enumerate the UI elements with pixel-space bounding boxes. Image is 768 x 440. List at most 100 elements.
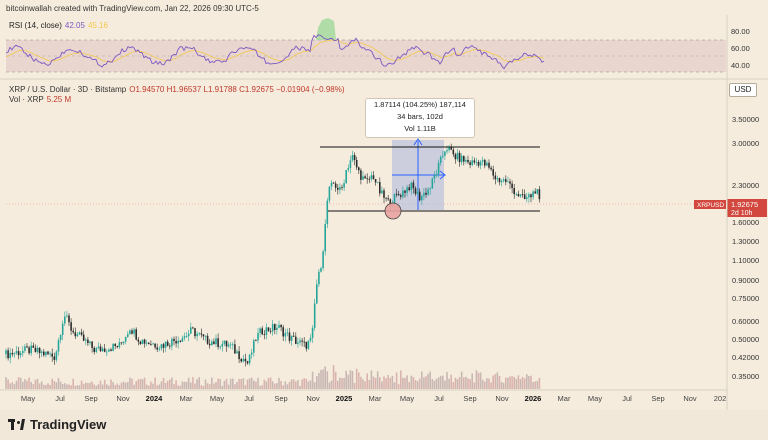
- candle-body: [202, 334, 205, 337]
- volume-bar: [481, 379, 484, 389]
- volume-bar: [427, 373, 429, 389]
- candle-body: [97, 346, 100, 348]
- volume-bar: [261, 385, 263, 389]
- candle-body: [133, 329, 135, 334]
- candle-body: [423, 192, 425, 196]
- candle-body: [194, 328, 196, 337]
- time-tick: Mar: [558, 394, 571, 403]
- candle-body: [248, 354, 251, 364]
- volume-bar: [372, 376, 375, 389]
- candle-body: [295, 336, 297, 344]
- price-tick: 0.50000: [732, 335, 759, 344]
- candle-body: [137, 339, 140, 342]
- candle-body: [120, 342, 123, 344]
- candle-body: [488, 162, 490, 168]
- candle-body: [471, 160, 473, 166]
- volume-bar: [127, 382, 129, 389]
- measure-line-2: 34 bars, 102d: [397, 112, 443, 121]
- currency-button[interactable]: USD: [729, 83, 757, 97]
- candle-body: [47, 351, 49, 355]
- volume-bar: [332, 365, 335, 389]
- candle-body: [91, 341, 93, 348]
- volume-bar: [150, 381, 152, 389]
- measure-line-3: Vol 1.11B: [404, 124, 436, 133]
- measure-arrow-head-up: [413, 138, 423, 146]
- candle-body: [196, 333, 198, 337]
- price-tick: 1.60000: [732, 218, 759, 227]
- candle-body: [19, 353, 22, 356]
- volume-bar: [19, 377, 22, 389]
- volume-bar: [381, 381, 383, 389]
- volume-bar: [274, 383, 276, 389]
- candle-body: [282, 327, 284, 337]
- candle-body: [316, 284, 318, 304]
- volume-bar: [74, 385, 77, 389]
- volume-bar: [78, 385, 81, 389]
- candle-body: [40, 351, 43, 354]
- candle-body: [261, 328, 263, 335]
- volume-bar: [198, 377, 200, 389]
- rsi-tick: 60.00: [731, 44, 750, 53]
- volume-bar: [511, 376, 513, 389]
- volume-legend: Vol · XRP 5.25 M: [9, 95, 71, 104]
- volume-bar: [465, 376, 467, 389]
- volume-bar: [345, 370, 347, 389]
- volume-bar: [412, 377, 415, 389]
- candle-body: [227, 344, 230, 347]
- measure-line-1: 1.87114 (104.25%) 187,114: [374, 100, 466, 109]
- volume-bar: [376, 371, 379, 389]
- volume-bar: [337, 380, 339, 389]
- volume-bar: [120, 382, 123, 389]
- volume-bar: [442, 375, 444, 389]
- volume-bar: [297, 379, 299, 389]
- candle-body: [410, 182, 413, 191]
- candle-body: [347, 168, 350, 170]
- candle-body: [536, 189, 539, 194]
- volume-bar: [162, 377, 165, 389]
- volume-bar: [454, 377, 457, 389]
- candle-body: [519, 194, 522, 197]
- volume-bar: [22, 381, 24, 389]
- volume-bar: [494, 374, 497, 389]
- candle-body: [334, 183, 337, 188]
- candle-body: [68, 315, 70, 323]
- volume-bar: [526, 374, 528, 389]
- candle-body: [358, 167, 360, 171]
- volume-bar: [383, 376, 385, 389]
- price-tag-price: 1.92675: [731, 200, 758, 209]
- candle-body: [515, 194, 518, 195]
- candle-body: [532, 191, 534, 198]
- candle-body: [500, 180, 503, 183]
- symbol-title: XRP / U.S. Dollar · 3D · Bitstamp: [9, 85, 127, 94]
- candle-body: [38, 347, 41, 354]
- candle-body: [116, 346, 119, 348]
- volume-bar: [509, 376, 511, 389]
- volume-bar: [517, 375, 520, 389]
- volume-bar: [242, 378, 245, 389]
- time-tick: Jul: [622, 394, 632, 403]
- candle-body: [124, 336, 127, 342]
- rsi-label: RSI (14, close): [9, 21, 62, 30]
- candle-body: [181, 338, 184, 342]
- candle-body: [236, 351, 238, 354]
- tradingview-logo-icon: [8, 419, 26, 430]
- candle-body: [101, 348, 104, 352]
- measure-arrow-head-right: [439, 170, 446, 180]
- volume-bar: [395, 372, 398, 389]
- candle-body: [345, 169, 347, 184]
- volume-bar: [200, 385, 203, 389]
- volume-bar: [38, 383, 41, 389]
- candle-body: [526, 197, 528, 200]
- volume-bar: [505, 377, 507, 389]
- volume-bar: [185, 381, 188, 389]
- candle-body: [437, 162, 440, 174]
- volume-bar: [431, 379, 434, 389]
- volume-bar: [28, 377, 30, 389]
- candle-body: [131, 330, 133, 334]
- price-tick: 2.30000: [732, 181, 759, 190]
- candle-body: [490, 167, 492, 170]
- candle-body: [322, 251, 324, 269]
- volume-bar: [181, 381, 184, 389]
- volume-bar: [34, 379, 37, 389]
- price-tick: 0.60000: [732, 317, 759, 326]
